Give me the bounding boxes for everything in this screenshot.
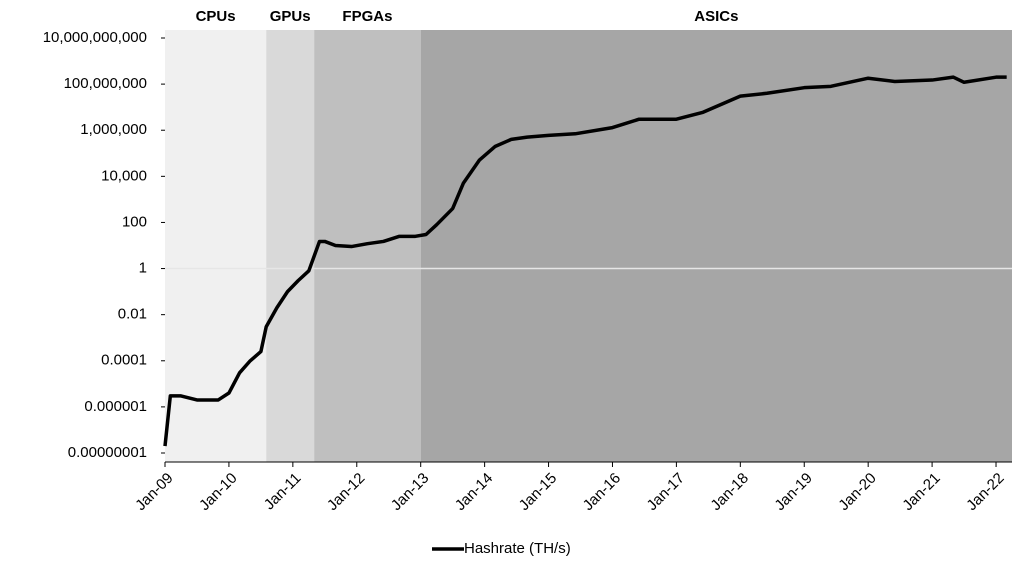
y-tick-label: 0.01 [118, 306, 147, 323]
x-tick-label: Jan-20 [835, 470, 879, 514]
legend-label: Hashrate (TH/s) [464, 540, 571, 557]
y-tick-label: 10,000,000,000 [43, 29, 147, 46]
x-tick-label: Jan-17 [644, 470, 688, 514]
region-label: CPUs [196, 8, 236, 25]
x-tick-label: Jan-13 [388, 470, 432, 514]
x-tick-label: Jan-18 [707, 470, 751, 514]
x-tick-label: Jan-11 [261, 470, 305, 514]
y-tick-label: 0.0001 [101, 352, 147, 369]
x-tick-label: Jan-09 [132, 470, 176, 514]
y-tick-label: 1 [139, 260, 147, 277]
y-tick-label: 10,000 [101, 167, 147, 184]
y-tick-label: 0.000001 [84, 398, 147, 415]
region [165, 30, 267, 462]
region [420, 30, 1012, 462]
x-tick-label: Jan-21 [899, 470, 943, 514]
region [314, 30, 421, 462]
x-tick-label: Jan-12 [324, 470, 368, 514]
x-tick-label: Jan-22 [963, 470, 1007, 514]
y-tick-label: 100,000,000 [64, 75, 147, 92]
y-tick-label: 0.00000001 [68, 444, 147, 461]
line [163, 75, 1007, 447]
region [266, 30, 315, 462]
x-tick-label: Jan-14 [452, 470, 496, 514]
x-tick-label: Jan-15 [516, 470, 560, 514]
x-tick-label: Jan-16 [580, 470, 624, 514]
y-tick-label: 1,000,000 [80, 121, 147, 138]
x-tick-label: Jan-19 [771, 470, 815, 514]
region-label: ASICs [694, 8, 738, 25]
y-tick-label: 100 [122, 213, 147, 230]
region-label: GPUs [270, 8, 311, 25]
region-label: FPGAs [342, 8, 392, 25]
x-tick-label: Jan-10 [196, 470, 240, 514]
